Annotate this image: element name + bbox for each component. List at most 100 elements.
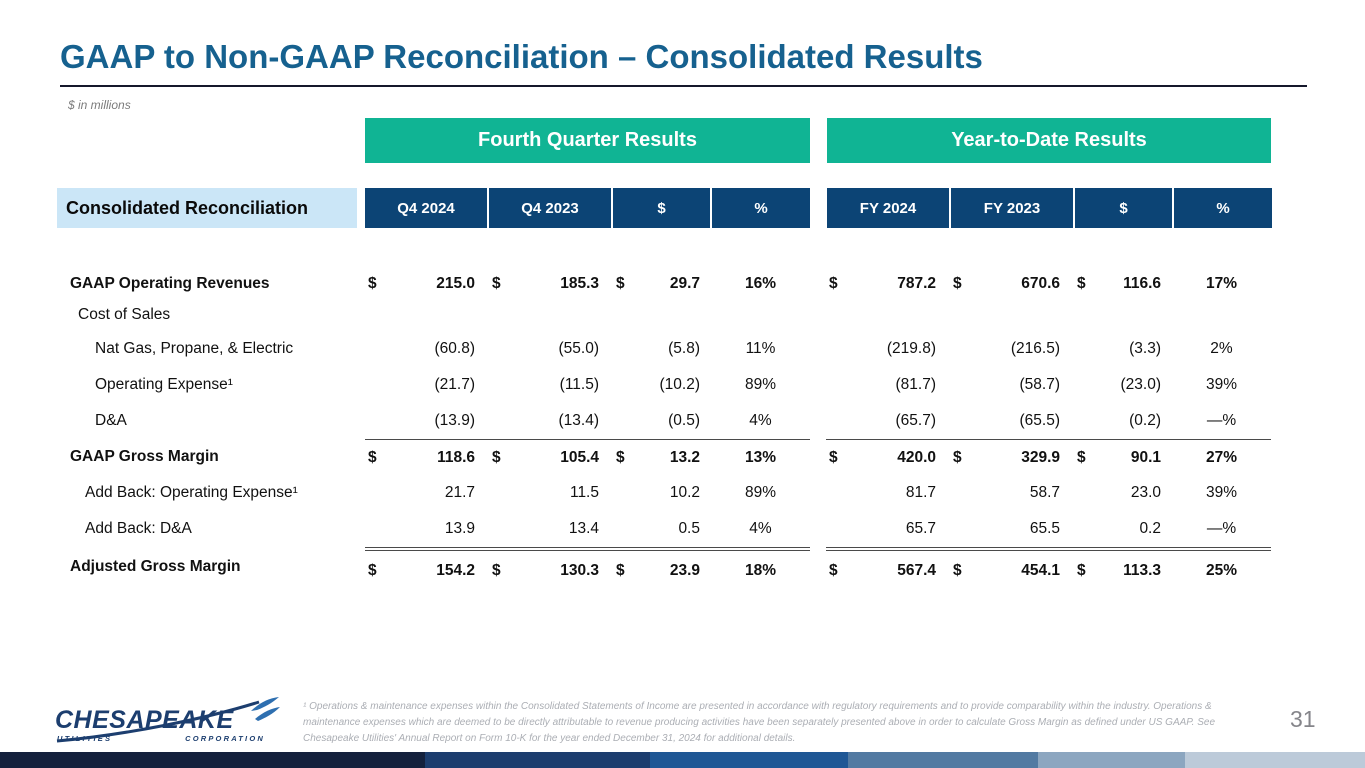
value-prior: 454.1	[1021, 562, 1060, 579]
percent-change: 4%	[749, 520, 772, 537]
dollar-sign: $	[829, 274, 838, 292]
dollar-sign: $	[1077, 562, 1086, 579]
dollar-sign: $	[616, 562, 625, 579]
value-prior: 105.4	[560, 449, 599, 466]
column-header-q4-2024: Q4 2024	[365, 188, 487, 228]
column-headers-quarter: Q4 2024 Q4 2023 $ %	[365, 188, 810, 228]
value-current: (13.9)	[434, 412, 476, 429]
footnote: ¹ Operations & maintenance expenses with…	[303, 701, 1216, 744]
value-prior: (65.5)	[1019, 412, 1061, 429]
dollar-sign: $	[953, 562, 962, 579]
quarter-values-group: (60.8) (55.0) (5.8) 11%	[365, 331, 810, 367]
row-label: Add Back: Operating Expense¹	[85, 484, 298, 501]
quarter-values-group: 21.7 11.5 10.2 89%	[365, 475, 810, 511]
percent-change: 2%	[1210, 340, 1233, 357]
value-change: (3.3)	[1129, 340, 1161, 357]
percent-change: 39%	[1205, 484, 1238, 501]
ytd-values-group: (65.7) (65.5) (0.2) —%	[826, 403, 1271, 439]
logo-subtitle: UTILITIES CORPORATION	[57, 734, 265, 743]
bottom-accent-bar	[0, 752, 1365, 768]
group-gap	[810, 403, 826, 439]
value-prior: (11.5)	[559, 376, 599, 393]
value-change: (10.2)	[659, 376, 701, 393]
accent-bar-segment	[1185, 752, 1365, 768]
value-current: 215.0	[436, 274, 475, 292]
logo-subtitle-left: UTILITIES	[57, 734, 113, 743]
dollar-sign: $	[616, 274, 625, 292]
page-number: 31	[1290, 706, 1316, 732]
value-prior: (58.7)	[1019, 376, 1061, 393]
value-prior: 65.5	[1029, 520, 1060, 537]
row-label: Cost of Sales	[78, 306, 171, 323]
ytd-values-group: $787.2 $670.6 $116.6 17%	[826, 268, 1271, 299]
dollar-sign: $	[829, 449, 838, 466]
dollar-sign: $	[492, 449, 501, 466]
column-header-fy-2024: FY 2024	[827, 188, 949, 228]
value-prior: 13.4	[568, 520, 599, 537]
dollar-sign: $	[829, 562, 838, 579]
dollar-sign: $	[368, 449, 377, 466]
accent-bar-segment	[650, 752, 848, 768]
value-change: 13.2	[669, 449, 700, 466]
logo-subtitle-right: CORPORATION	[185, 734, 265, 743]
page-title: GAAP to Non-GAAP Reconciliation – Consol…	[60, 38, 983, 75]
value-prior: 185.3	[560, 274, 599, 292]
value-change: 23.0	[1130, 484, 1161, 501]
accent-bar-segment	[425, 752, 650, 768]
group-gap	[810, 547, 826, 587]
accent-bar-segment	[848, 752, 1038, 768]
value-current: 787.2	[897, 274, 936, 292]
percent-change: 13%	[744, 449, 777, 466]
dollar-sign: $	[953, 449, 962, 466]
row-label: Operating Expense¹	[95, 376, 233, 393]
ytd-values-group: 65.7 65.5 0.2 —%	[826, 511, 1271, 547]
value-current: (60.8)	[434, 340, 476, 357]
title-underline	[60, 85, 1307, 87]
row-label: Adjusted Gross Margin	[70, 558, 241, 575]
row-label: D&A	[95, 412, 127, 429]
value-current: (21.7)	[434, 376, 476, 393]
table-row: Operating Expense¹ (21.7) (11.5) (10.2) 89%(…	[57, 367, 1271, 403]
row-label: GAAP Operating Revenues	[70, 274, 270, 292]
quarter-values-group: $215.0 $185.3 $29.7 16%	[365, 268, 810, 299]
column-header-q4-2023: Q4 2023	[489, 188, 611, 228]
dollar-sign: $	[1077, 274, 1086, 292]
group-header-year-to-date: Year-to-Date Results	[827, 118, 1271, 163]
value-change: 0.5	[678, 520, 700, 537]
value-current: 567.4	[897, 562, 936, 579]
ytd-values-group: 81.7 58.7 23.0 39%	[826, 475, 1271, 511]
quarter-values-group: (13.9) (13.4) (0.5) 4%	[365, 403, 810, 439]
reconciliation-table-body: GAAP Operating Revenues $215.0 $185.3 $29.7…	[57, 268, 1271, 587]
percent-change: —%	[1206, 412, 1237, 429]
dollar-sign: $	[953, 274, 962, 292]
company-logo: CHESAPEAKE UTILITIES CORPORATION	[55, 697, 280, 747]
column-header-dollar-change-q: $	[613, 188, 710, 228]
dollar-sign: $	[368, 562, 377, 579]
group-header-fourth-quarter: Fourth Quarter Results	[365, 118, 810, 163]
dollar-sign: $	[492, 274, 501, 292]
percent-change: —%	[1206, 520, 1237, 537]
percent-change: 89%	[744, 484, 777, 501]
table-row: D&A (13.9) (13.4) (0.5) 4% (65.7) (65.5) (0.2) —…	[57, 403, 1271, 439]
column-header-dollar-change-y: $	[1075, 188, 1172, 228]
ytd-values-group: $420.0 $329.9 $90.1 27%	[826, 439, 1271, 476]
accent-bar-segment	[1038, 752, 1185, 768]
row-label: Nat Gas, Propane, & Electric	[95, 340, 294, 357]
value-change: (23.0)	[1120, 376, 1162, 393]
dollar-sign: $	[616, 449, 625, 466]
dollar-sign: $	[368, 274, 377, 292]
percent-change: 16%	[744, 274, 777, 292]
row-label: Add Back: D&A	[85, 520, 192, 537]
value-current: 81.7	[905, 484, 936, 501]
logo-company-name: CHESAPEAKE	[55, 706, 234, 734]
table-row: Nat Gas, Propane, & Electric (60.8) (55.0)…	[57, 331, 1271, 367]
accent-bar-segment	[0, 752, 425, 768]
group-gap	[810, 367, 826, 403]
quarter-values-group: 13.9 13.4 0.5 4%	[365, 511, 810, 547]
ytd-values-group: $567.4 $454.1 $113.3 25%	[826, 547, 1271, 591]
dollar-sign: $	[1077, 449, 1086, 466]
group-gap	[810, 331, 826, 367]
value-prior: (55.0)	[558, 340, 600, 357]
column-header-fy-2023: FY 2023	[951, 188, 1073, 228]
